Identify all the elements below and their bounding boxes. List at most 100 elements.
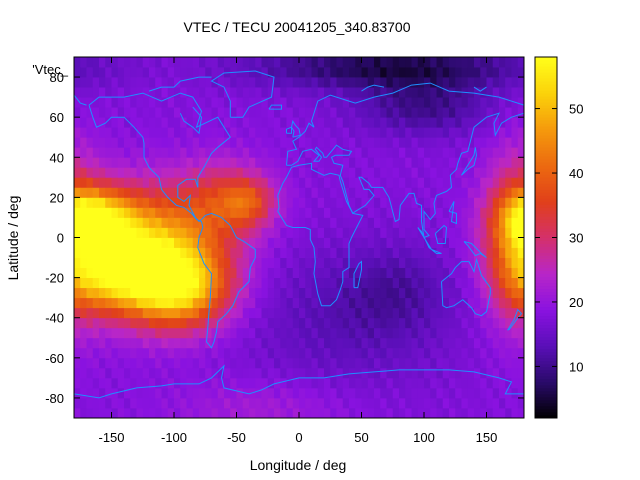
heatmap-cell xyxy=(99,287,106,299)
heatmap-cell xyxy=(267,347,275,359)
heatmap-cell xyxy=(80,357,87,369)
heatmap-cell xyxy=(92,147,100,158)
heatmap-cell xyxy=(249,277,256,289)
heatmap-cell xyxy=(242,247,250,258)
heatmap-cell xyxy=(417,317,425,329)
heatmap-cell xyxy=(317,397,325,409)
heatmap-cell xyxy=(117,407,125,419)
heatmap-cell xyxy=(511,307,519,319)
heatmap-cell xyxy=(199,407,206,419)
coastline xyxy=(268,104,282,110)
heatmap-cell xyxy=(455,187,462,198)
heatmap-cell xyxy=(461,137,469,148)
heatmap-cell xyxy=(474,397,481,409)
heatmap-cell xyxy=(342,137,350,148)
heatmap-cell xyxy=(517,197,525,208)
heatmap-cell xyxy=(92,347,100,359)
heatmap-cell xyxy=(236,387,244,399)
heatmap-cell xyxy=(217,177,225,188)
heatmap-cell xyxy=(267,387,275,399)
heatmap-cell xyxy=(511,217,519,228)
heatmap-cell xyxy=(274,117,281,128)
heatmap-cell xyxy=(161,237,169,248)
heatmap-cell xyxy=(467,317,475,329)
heatmap-cell xyxy=(305,227,312,238)
coastline xyxy=(286,82,525,166)
heatmap-cell xyxy=(92,287,100,299)
heatmap-cell xyxy=(80,277,87,289)
heatmap-cell xyxy=(380,207,387,218)
heatmap-cell xyxy=(224,337,231,349)
heatmap-cell xyxy=(92,387,100,399)
heatmap-cell xyxy=(242,57,250,68)
heatmap-cell xyxy=(336,207,344,218)
heatmap-cell xyxy=(392,347,400,359)
heatmap-cell xyxy=(424,317,431,329)
heatmap-cell xyxy=(486,57,494,68)
heatmap-cell xyxy=(186,227,194,238)
heatmap-cell xyxy=(292,407,300,419)
heatmap-cell xyxy=(417,237,425,248)
heatmap-cell xyxy=(361,127,369,138)
heatmap-cell xyxy=(411,377,419,389)
heatmap-cell xyxy=(142,277,150,289)
heatmap-cell xyxy=(386,67,394,78)
heatmap-cell xyxy=(374,127,381,138)
heatmap-cell xyxy=(442,67,450,78)
colorbar-segment xyxy=(535,180,557,184)
heatmap-cell xyxy=(211,257,219,268)
heatmap-cell xyxy=(436,77,444,88)
heatmap-cell xyxy=(349,87,356,98)
heatmap-cell xyxy=(217,157,225,168)
heatmap-cell xyxy=(149,337,156,349)
heatmap-cell xyxy=(511,227,519,238)
heatmap-cell xyxy=(242,177,250,188)
heatmap-cell xyxy=(374,227,381,238)
heatmap-cell xyxy=(74,307,81,319)
heatmap-cell xyxy=(117,367,125,379)
heatmap-cell xyxy=(155,357,162,369)
heatmap-cell xyxy=(86,97,94,108)
heatmap-cell xyxy=(142,147,150,158)
heatmap-cell xyxy=(349,287,356,299)
colorbar-segment xyxy=(535,255,557,259)
heatmap-cell xyxy=(105,227,112,238)
colorbar-segment xyxy=(535,291,557,296)
heatmap-cell xyxy=(480,307,487,319)
heatmap-cell xyxy=(480,407,487,419)
heatmap-cell xyxy=(492,57,500,68)
heatmap-cell xyxy=(342,397,350,409)
heatmap-cell xyxy=(474,237,481,248)
heatmap-cell xyxy=(161,297,169,309)
heatmap-cell xyxy=(117,67,125,78)
heatmap-cell xyxy=(192,317,200,329)
heatmap-cell xyxy=(142,367,150,379)
heatmap-cell xyxy=(86,127,94,138)
heatmap-cell xyxy=(467,327,475,339)
heatmap-cell xyxy=(286,237,294,248)
heatmap-cell xyxy=(105,377,112,389)
heatmap-cell xyxy=(417,167,425,178)
heatmap-cell xyxy=(399,217,406,228)
colorbar-segment xyxy=(535,207,557,211)
heatmap-cell xyxy=(286,207,294,218)
heatmap-cell xyxy=(449,247,456,258)
heatmap-cell xyxy=(305,67,312,78)
heatmap-cell xyxy=(274,197,281,208)
colorbar-segment xyxy=(535,240,557,244)
heatmap-cell xyxy=(80,397,87,409)
heatmap-cell xyxy=(117,327,125,339)
heatmap-grid xyxy=(74,57,525,419)
heatmap-cell xyxy=(380,277,387,289)
heatmap-cell xyxy=(242,207,250,218)
colorbar-segment xyxy=(535,189,557,193)
heatmap-cell xyxy=(292,187,300,198)
heatmap-cell xyxy=(149,87,156,98)
heatmap-cell xyxy=(142,337,150,349)
heatmap-cell xyxy=(492,157,500,168)
heatmap-cell xyxy=(142,257,150,268)
heatmap-cell xyxy=(142,267,150,279)
heatmap-cell xyxy=(186,57,194,68)
heatmap-cell xyxy=(130,57,137,68)
heatmap-cell xyxy=(317,317,325,329)
